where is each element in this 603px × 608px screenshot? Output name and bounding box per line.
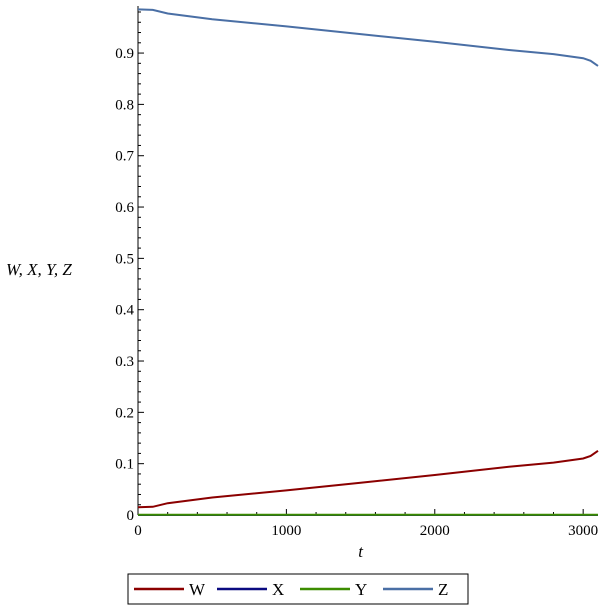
y-tick-label: 0.5 (115, 251, 134, 267)
axes: 0 0.1 0.2 0.3 0.4 0.5 0.6 0.7 0.8 0.9 0 1000 2000 300… (115, 6, 598, 539)
x-axis-title: t (358, 542, 364, 561)
series-line-Z (137, 8, 599, 67)
x-tick-label: 1000 (271, 523, 301, 539)
y-axis-title: W, X, Y, Z (6, 260, 72, 279)
y-tick-label: 0.2 (115, 405, 134, 421)
x-tick-label: 2000 (420, 523, 450, 539)
y-tick-label: 0.3 (115, 354, 134, 370)
y-tick-label: 0.1 (115, 457, 134, 473)
y-tick-label: 0.7 (115, 149, 134, 165)
y-tick-label: 0 (127, 508, 135, 524)
x-tick-label: 3000 (568, 523, 598, 539)
legend-label-X: X (272, 580, 284, 599)
series-lines (137, 8, 599, 516)
y-tick-label: 0.8 (115, 97, 134, 113)
x-tick-label: 0 (134, 523, 142, 539)
legend-label-Y: Y (355, 580, 367, 599)
series-line-W (137, 449, 599, 509)
y-tick-label: 0.4 (115, 303, 134, 319)
legend-label-W: W (189, 580, 206, 599)
legend: W X Y Z (127, 573, 469, 605)
y-tick-label: 0.9 (115, 46, 134, 62)
y-tick-label: 0.6 (115, 200, 134, 216)
legend-label-Z: Z (438, 580, 448, 599)
